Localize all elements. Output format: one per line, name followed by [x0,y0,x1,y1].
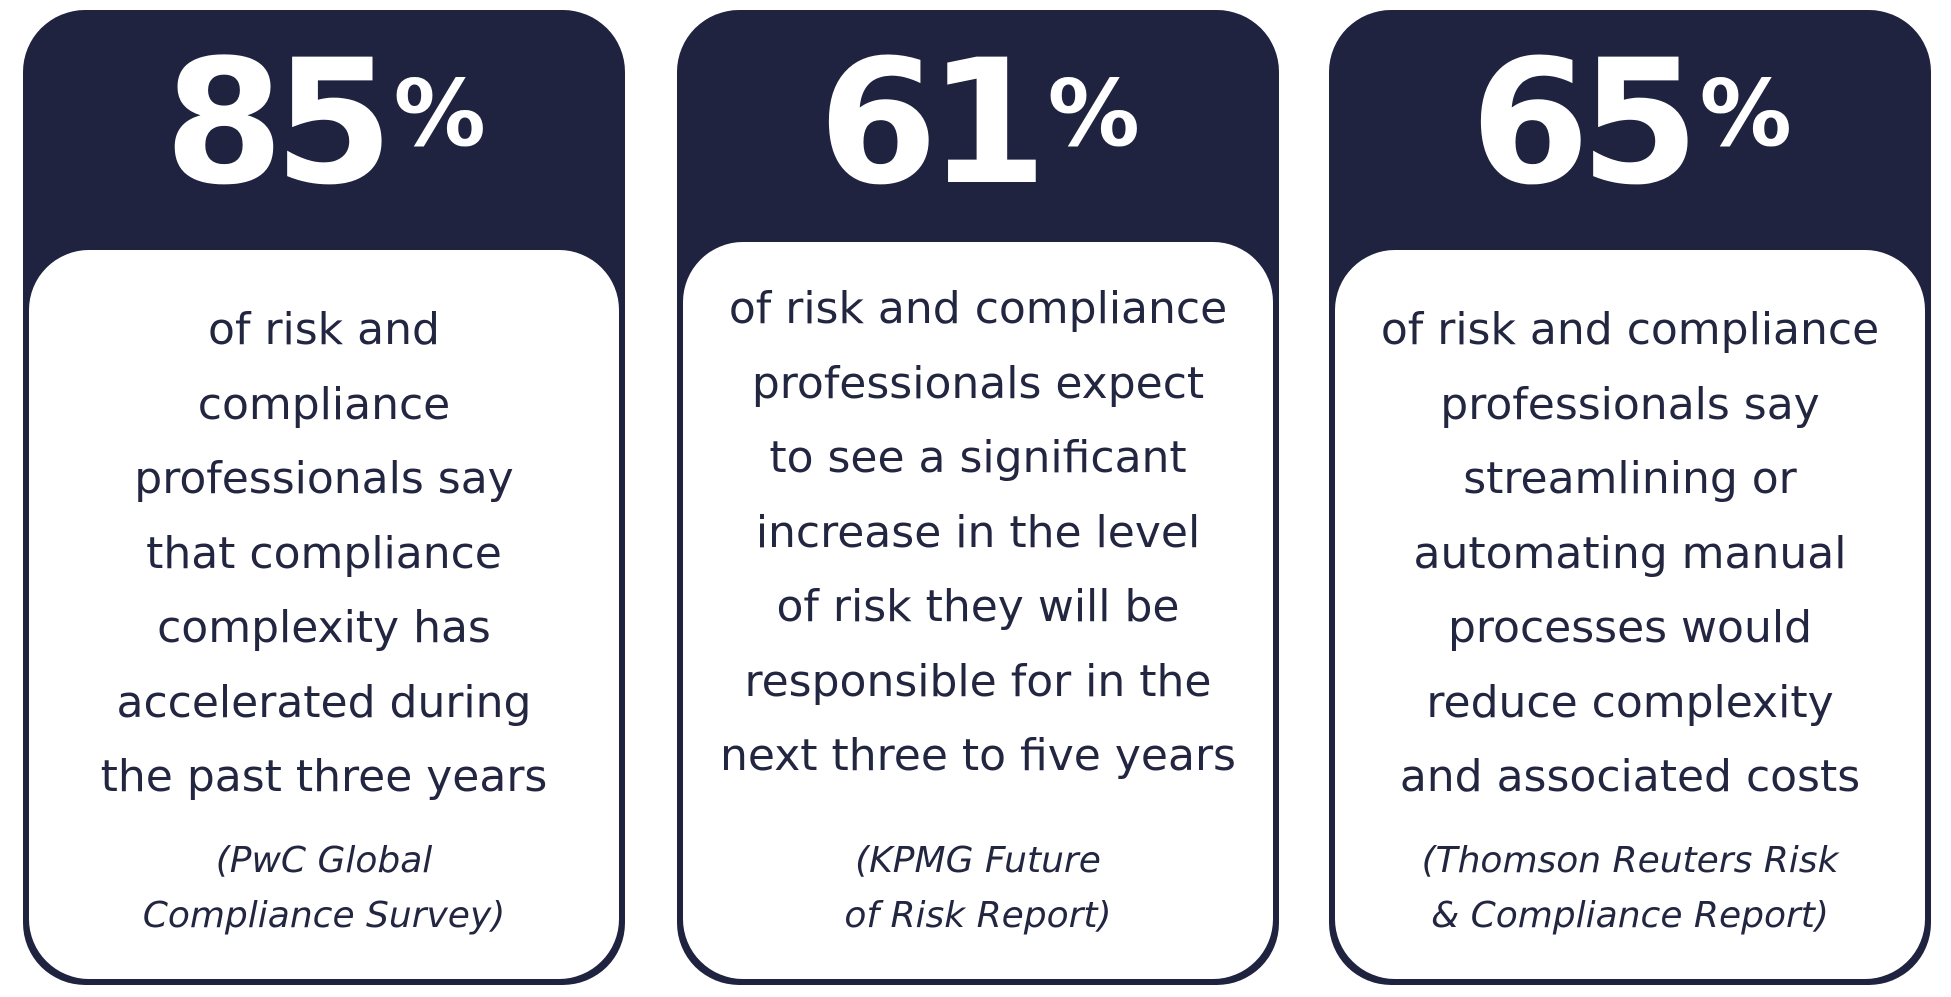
stat-description-panel: of risk and compliance professionals exp… [683,242,1273,979]
description-line: professionals expect [751,357,1205,409]
stat-number: 65 [1470,22,1699,223]
description-line: reduce complexity [1426,676,1834,728]
stat-value: 65 % [1329,28,1931,218]
stat-description: of risk and compliance professionals say… [1355,293,1905,815]
stat-description: of risk and compliance professionals exp… [694,272,1262,794]
description-line: of risk and compliance [728,283,1228,334]
stat-description: of risk and compliance professionals say… [75,293,574,815]
stat-percent-sign: % [1699,60,1792,167]
description-line: next three to five years [720,730,1236,781]
stat-description-panel: of risk and compliance professionals say… [1335,250,1925,979]
description-line: to see a significant [769,432,1187,483]
stat-number: 61 [818,22,1047,223]
stat-card-thomson-reuters: 65 % of risk and compliance professional… [1329,10,1931,985]
description-line: compliance [197,378,451,430]
source-line: & Compliance Report) [1431,895,1829,936]
stat-card-pwc: 85 % of risk and compliance professional… [23,10,625,985]
source-line: (PwC Global [215,840,433,881]
stat-value: 61 % [677,28,1279,218]
source-line: (Thomson Reuters Risk [1421,840,1839,881]
source-line: Compliance Survey) [142,895,506,936]
stat-source: (Thomson Reuters Risk & Compliance Repor… [1335,833,1925,943]
description-line: professionals say [134,453,514,504]
source-line: (KPMG Future [855,840,1101,881]
description-line: the past three years [100,751,548,802]
description-line: automating manual [1413,527,1847,579]
description-line: accelerated during [116,676,532,728]
stat-value: 85 % [23,28,625,218]
description-line: that compliance [146,527,502,579]
source-line: of Risk Report) [844,895,1112,936]
stat-percent-sign: % [393,60,486,167]
stat-description-panel: of risk and compliance professionals say… [29,250,619,979]
description-line: professionals say [1440,378,1820,430]
description-line: increase in the level [755,506,1201,558]
description-line: complexity has [157,602,491,653]
description-line: responsible for in the [744,655,1212,707]
description-line: processes would [1447,602,1812,653]
description-line: and associated costs [1399,751,1861,802]
stat-source: (PwC Global Compliance Survey) [29,833,619,943]
description-line: of risk and [208,304,440,355]
stat-percent-sign: % [1047,60,1140,167]
stat-card-kpmg: 61 % of risk and compliance professional… [677,10,1279,985]
stat-source: (KPMG Future of Risk Report) [683,833,1273,943]
description-line: of risk they will be [776,581,1180,632]
description-line: of risk and compliance [1380,304,1880,355]
stat-number: 85 [164,22,393,223]
description-line: streamlining or [1463,453,1797,504]
